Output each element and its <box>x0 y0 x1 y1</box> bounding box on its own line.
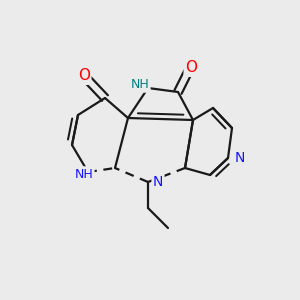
Text: NH: NH <box>130 79 149 92</box>
Text: O: O <box>78 68 90 83</box>
Text: N: N <box>153 175 163 189</box>
Text: O: O <box>185 61 197 76</box>
Text: NH: NH <box>75 167 93 181</box>
Text: N: N <box>235 151 245 165</box>
